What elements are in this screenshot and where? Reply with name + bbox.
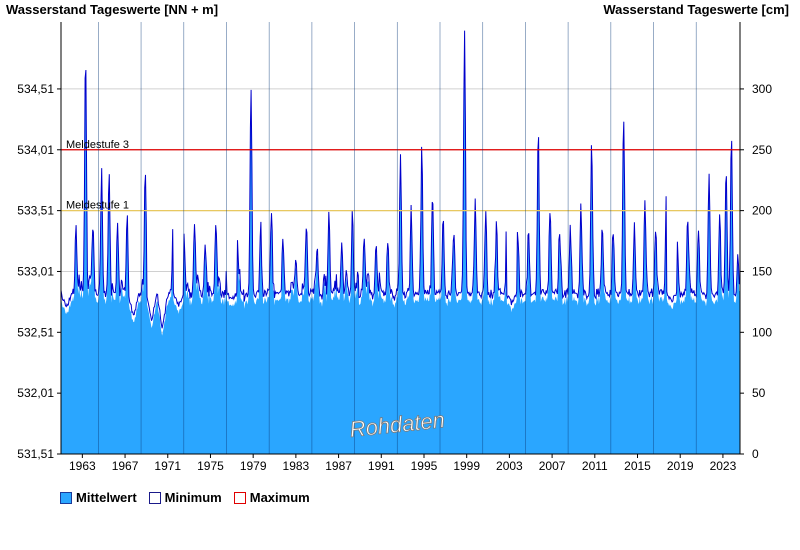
left-tick-label: 533,51 (17, 204, 54, 218)
x-tick-label: 2003 (496, 459, 523, 473)
reference-line-label: Meldestufe 1 (66, 200, 129, 212)
x-tick-label: 2011 (582, 459, 608, 473)
minimum-swatch (148, 491, 161, 504)
x-tick-label: 1991 (368, 459, 395, 473)
x-tick-label: 1995 (411, 459, 438, 473)
legend-label-minimum: Minimum (164, 490, 222, 505)
x-tick-label: 2019 (667, 459, 694, 473)
x-tick-label: 1971 (154, 459, 181, 473)
right-tick-label: 150 (752, 264, 772, 278)
left-axis-title: Wasserstand Tageswerte [NN + m] (6, 2, 218, 17)
right-tick-label: 200 (752, 204, 772, 218)
x-tick-label: 2007 (539, 459, 566, 473)
right-axis-title: Wasserstand Tageswerte [cm] (603, 2, 789, 17)
left-tick-label: 533,01 (17, 264, 54, 278)
right-tick-label: 250 (752, 143, 772, 157)
maximum-swatch (233, 491, 246, 504)
x-tick-label: 1975 (197, 459, 224, 473)
reference-line-label: Meldestufe 3 (66, 139, 129, 151)
axes: 531,51 532,01 532,51 533,01 533,51 534,01 534,… (17, 22, 772, 473)
left-tick-label: 532,01 (17, 386, 54, 400)
right-tick-label: 300 (752, 82, 772, 96)
x-tick-label: 2015 (624, 459, 651, 473)
legend-item-maximum[interactable]: Maximum (233, 490, 310, 505)
mean-swatch (60, 491, 72, 504)
left-tick-label: 534,01 (17, 143, 54, 157)
x-tick-label: 1963 (69, 459, 96, 473)
plot-area: Meldestufe 3 Meldestufe 1 Rohdaten (60, 22, 741, 455)
legend-label-mean: Mittelwert (76, 490, 137, 505)
x-tick-label: 1979 (240, 459, 267, 473)
maximum-line (60, 30, 741, 329)
left-tick-label: 534,51 (17, 82, 54, 96)
x-tick-label: 1967 (112, 459, 139, 473)
right-tick-label: 0 (752, 447, 759, 461)
watermark-label: Rohdaten (348, 407, 446, 442)
legend-item-minimum[interactable]: Minimum (148, 490, 222, 505)
right-tick-label: 100 (752, 325, 772, 339)
left-tick-label: 531,51 (17, 447, 54, 461)
x-tick-label: 1999 (453, 459, 480, 473)
mean-area (61, 37, 740, 455)
x-tick-label: 1987 (325, 459, 352, 473)
right-tick-label: 50 (752, 386, 766, 400)
legend-label-maximum: Maximum (249, 490, 310, 505)
x-tick-label: 2023 (710, 459, 737, 473)
left-tick-label: 532,51 (17, 325, 54, 339)
x-tick-label: 1983 (283, 459, 310, 473)
legend-item-mean[interactable]: Mittelwert (60, 490, 137, 505)
legend: Mittelwert Minimum Maximum (60, 490, 310, 505)
